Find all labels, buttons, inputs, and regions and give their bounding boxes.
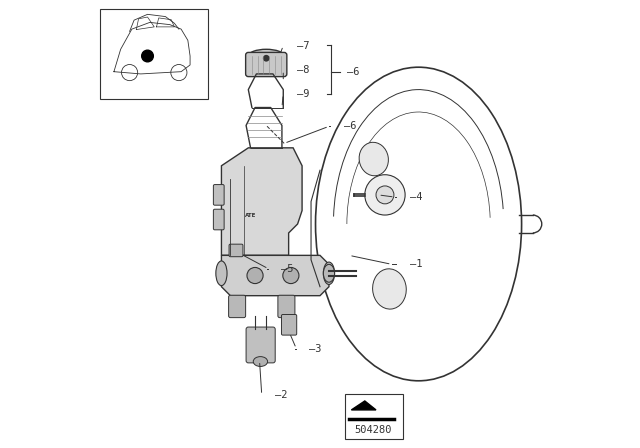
Ellipse shape [253,357,268,366]
Text: —3: —3 [309,344,321,353]
Circle shape [264,56,269,61]
Text: —6: —6 [344,121,356,131]
Text: —2: —2 [275,390,288,400]
Ellipse shape [216,261,227,286]
Text: —7: —7 [297,41,309,51]
FancyBboxPatch shape [228,295,246,318]
Polygon shape [221,255,329,296]
Ellipse shape [359,142,388,176]
Ellipse shape [248,49,284,63]
FancyBboxPatch shape [246,327,275,363]
Bar [345,394,403,439]
Circle shape [365,175,405,215]
Bar [100,9,208,99]
FancyBboxPatch shape [278,295,295,318]
Text: —8: —8 [297,65,309,75]
Circle shape [283,267,299,284]
Text: —5: —5 [280,264,293,274]
Polygon shape [221,148,302,255]
Circle shape [247,267,263,284]
Ellipse shape [323,264,335,282]
FancyBboxPatch shape [213,185,224,205]
FancyBboxPatch shape [213,209,224,230]
Circle shape [141,50,154,62]
Ellipse shape [372,269,406,309]
Circle shape [376,186,394,204]
Text: —1: —1 [410,259,422,269]
Text: —6: —6 [347,67,360,77]
Text: —9: —9 [297,89,309,99]
FancyBboxPatch shape [282,314,297,335]
FancyBboxPatch shape [246,52,287,77]
FancyBboxPatch shape [229,244,243,257]
Ellipse shape [323,262,335,284]
Text: 504280: 504280 [354,426,392,435]
Text: —4: —4 [410,192,422,202]
Text: ATE: ATE [245,212,256,218]
Polygon shape [351,401,376,410]
